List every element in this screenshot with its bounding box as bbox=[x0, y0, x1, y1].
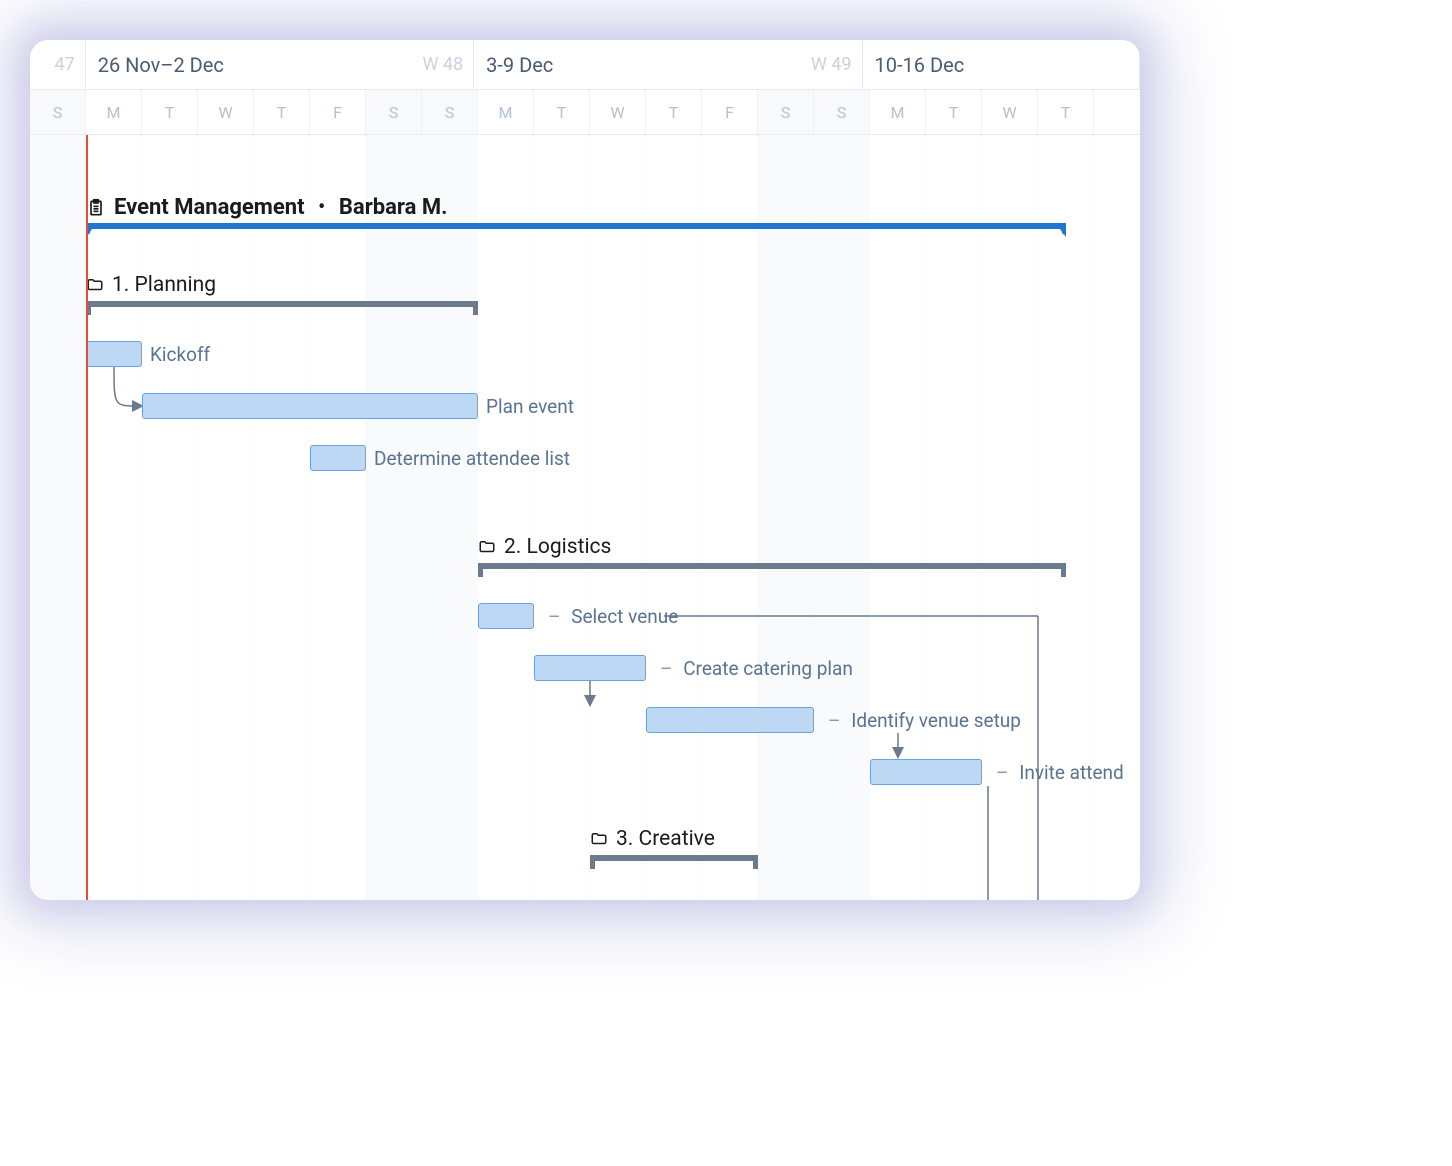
day-header-cell[interactable]: S bbox=[422, 90, 478, 134]
clipboard-icon bbox=[86, 198, 106, 218]
week-range-label: 3-9 Dec bbox=[486, 53, 553, 77]
day-header-cell[interactable]: M bbox=[870, 90, 926, 134]
folder-icon bbox=[590, 830, 608, 848]
folder-icon bbox=[478, 538, 496, 556]
day-header-cell[interactable]: S bbox=[758, 90, 814, 134]
week-number-label: W 49 bbox=[811, 54, 852, 75]
group-header-row: 1. Planning bbox=[86, 273, 216, 297]
week-header-cell[interactable]: 47 bbox=[30, 40, 86, 89]
day-header-cell[interactable]: T bbox=[646, 90, 702, 134]
day-header-cell[interactable]: W bbox=[198, 90, 254, 134]
day-header-cell[interactable]: S bbox=[30, 90, 86, 134]
gantt-content: Event Management • Barbara M. 1. Planning… bbox=[30, 135, 1140, 900]
timeline-days-header: SMTWTFSSMTWTFSSMTWT bbox=[30, 90, 1140, 135]
day-header-cell[interactable]: S bbox=[814, 90, 870, 134]
task-bar[interactable] bbox=[478, 603, 534, 629]
group-label: 3. Creative bbox=[616, 827, 715, 851]
day-header-cell[interactable]: T bbox=[926, 90, 982, 134]
week-header-cell[interactable]: 10-16 Dec bbox=[863, 40, 1140, 89]
project-title: Event Management bbox=[114, 195, 305, 220]
task-bar[interactable] bbox=[310, 445, 366, 471]
day-header-cell[interactable]: T bbox=[142, 90, 198, 134]
separator-dot: • bbox=[313, 195, 331, 220]
task-label: – Create catering plan bbox=[654, 657, 853, 680]
group-label: 2. Logistics bbox=[504, 535, 611, 559]
group-header-row: 3. Creative bbox=[590, 827, 715, 851]
day-header-cell[interactable]: M bbox=[478, 90, 534, 134]
group-label: 1. Planning bbox=[112, 273, 216, 297]
task-bar[interactable] bbox=[646, 707, 814, 733]
week-range-label: 26 Nov–2 Dec bbox=[98, 53, 224, 77]
day-header-cell[interactable]: T bbox=[1038, 90, 1094, 134]
task-bar[interactable] bbox=[870, 759, 982, 785]
gantt-body[interactable]: Event Management • Barbara M. 1. Planning… bbox=[30, 135, 1140, 900]
task-label: – Identify venue setup bbox=[822, 709, 1021, 732]
project-title-row: Event Management • Barbara M. bbox=[86, 195, 447, 220]
gantt-frame: 47 26 Nov–2 Dec W 48 3-9 Dec W 49 10-16 Dec S… bbox=[30, 40, 1140, 900]
day-header-cell[interactable]: S bbox=[366, 90, 422, 134]
week-number-label: 47 bbox=[54, 54, 74, 75]
task-label: – Invite attend bbox=[990, 761, 1124, 784]
project-owner: Barbara M. bbox=[339, 195, 448, 220]
timeline-weeks-header: 47 26 Nov–2 Dec W 48 3-9 Dec W 49 10-16 Dec bbox=[30, 40, 1140, 90]
task-label: Determine attendee list bbox=[374, 447, 570, 470]
week-header-cell[interactable]: 3-9 Dec W 49 bbox=[474, 40, 862, 89]
day-header-cell[interactable]: T bbox=[254, 90, 310, 134]
week-range-label: 10-16 Dec bbox=[875, 53, 965, 77]
day-header-cell[interactable]: W bbox=[590, 90, 646, 134]
day-header-cell[interactable]: M bbox=[86, 90, 142, 134]
task-bar[interactable] bbox=[86, 341, 142, 367]
folder-icon bbox=[86, 276, 104, 294]
week-header-cell[interactable]: 26 Nov–2 Dec W 48 bbox=[86, 40, 474, 89]
week-number-label: W 48 bbox=[422, 54, 463, 75]
day-header-cell[interactable]: T bbox=[534, 90, 590, 134]
day-header-cell[interactable]: F bbox=[310, 90, 366, 134]
day-header-cell[interactable]: F bbox=[702, 90, 758, 134]
task-bar[interactable] bbox=[534, 655, 646, 681]
group-header-row: 2. Logistics bbox=[478, 535, 611, 559]
day-header-cell[interactable]: W bbox=[982, 90, 1038, 134]
task-label: Kickoff bbox=[150, 343, 210, 366]
task-bar[interactable] bbox=[142, 393, 478, 419]
task-label: – Select venue bbox=[542, 605, 678, 628]
task-label: Plan event bbox=[486, 395, 574, 418]
today-indicator bbox=[86, 135, 88, 900]
